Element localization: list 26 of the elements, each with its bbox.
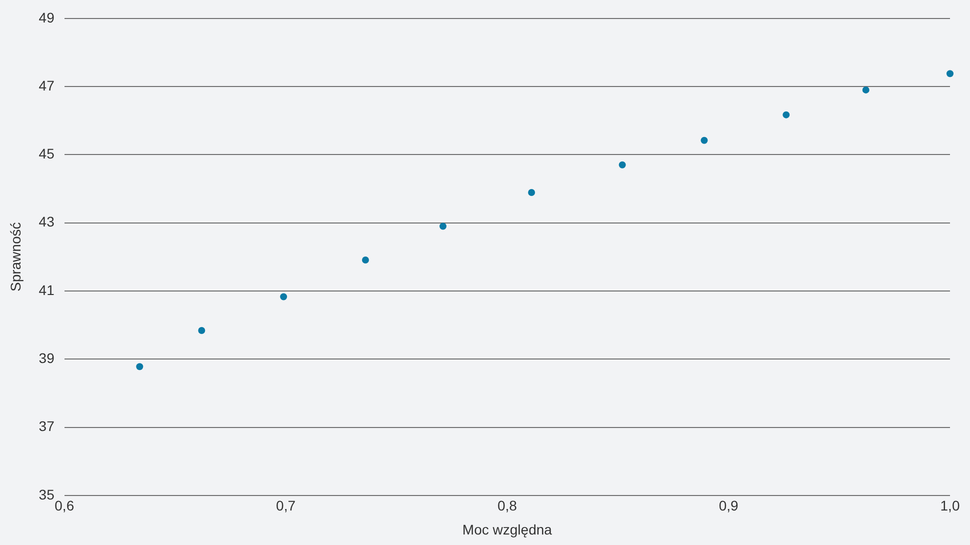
y-tick-label: 35 [38,486,55,502]
x-tick-label: 0,9 [718,498,739,514]
point [136,363,144,370]
point [700,136,708,144]
point [362,256,369,264]
y-tick-label: 41 [38,282,55,298]
x-axis-title: Moc względna [462,521,552,538]
point [618,161,626,168]
point [946,70,954,78]
point [198,326,206,334]
y-tick-label: 47 [38,77,55,94]
point [862,86,870,94]
y-tick-label: 45 [38,146,55,162]
x-tick-label: 1,0 [940,498,960,514]
x-tick-label: 0,7 [276,498,296,514]
y-tick-label: 43 [38,214,55,230]
point [782,111,790,118]
x-tick-label: 0,6 [54,498,74,514]
point [528,189,536,196]
y-tick-label: 39 [38,350,55,366]
point [280,293,288,300]
point [439,222,446,230]
y-tick-label: 37 [38,418,55,434]
x-tick-label: 0,8 [497,498,518,514]
y-axis-title: Sprawność [7,222,24,292]
y-tick-label: 49 [38,9,55,26]
